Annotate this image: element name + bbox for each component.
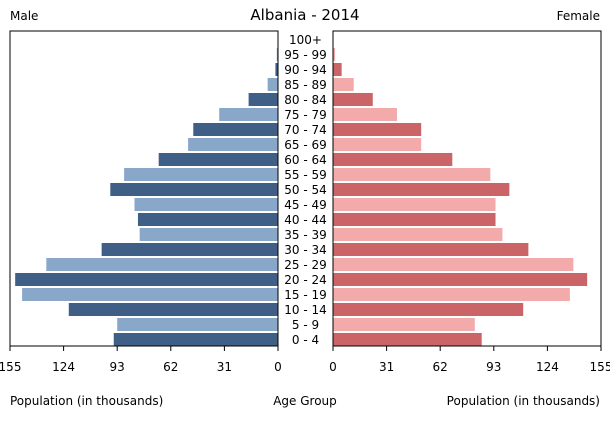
age-group-label: 55 - 59	[284, 168, 327, 182]
male-tick-label: 124	[52, 360, 75, 374]
female-bar	[333, 318, 475, 331]
male-bar	[117, 318, 278, 331]
female-x-axis: 0 31 62 93 124 155	[329, 346, 610, 374]
male-label: Male	[10, 9, 38, 23]
female-bar	[333, 108, 397, 121]
female-axis-title: Population (in thousands)	[447, 394, 600, 408]
age-group-label: 80 - 84	[284, 93, 327, 107]
male-tick-label: 155	[0, 360, 21, 374]
age-group-label: 40 - 44	[284, 213, 327, 227]
female-bar	[333, 213, 496, 226]
female-bar	[333, 78, 354, 91]
female-bar	[333, 288, 570, 301]
female-bar	[333, 228, 503, 241]
female-bar	[333, 303, 524, 316]
male-bar	[275, 63, 278, 76]
age-group-label: 60 - 64	[284, 153, 327, 167]
male-bar	[137, 213, 278, 226]
male-bar	[158, 153, 278, 166]
female-bar	[333, 168, 491, 181]
female-tick-label: 62	[433, 360, 448, 374]
female-tick-label: 0	[329, 360, 337, 374]
age-group-label: 85 - 89	[284, 78, 327, 92]
male-tick-label: 0	[274, 360, 282, 374]
age-group-label: 90 - 94	[284, 63, 327, 77]
male-bar	[276, 48, 278, 61]
age-group-label: 5 - 9	[292, 318, 319, 332]
female-tick-label: 93	[486, 360, 501, 374]
male-plot-frame	[9, 30, 279, 347]
age-group-label: 0 - 4	[292, 333, 319, 347]
female-bar	[333, 93, 373, 106]
female-tick-label: 155	[590, 360, 610, 374]
age-group-label: 100+	[289, 33, 322, 47]
male-bar	[188, 138, 278, 151]
female-bar	[333, 198, 496, 211]
male-bar	[68, 303, 278, 316]
male-tick-label: 31	[217, 360, 232, 374]
female-bar	[333, 48, 336, 61]
female-bar	[333, 258, 574, 271]
male-bar	[101, 243, 279, 256]
age-group-label: 65 - 69	[284, 138, 327, 152]
male-bar	[193, 123, 278, 136]
male-bar	[267, 78, 278, 91]
female-plot-frame	[332, 30, 602, 347]
female-bar	[333, 333, 482, 346]
female-bars	[333, 33, 588, 346]
age-group-label: 45 - 49	[284, 198, 327, 212]
female-bar	[333, 273, 588, 286]
age-group-label: 30 - 34	[284, 243, 327, 257]
age-group-label: 75 - 79	[284, 108, 327, 122]
age-group-label: 70 - 74	[284, 123, 327, 137]
male-bar	[22, 288, 278, 301]
male-bar	[46, 258, 278, 271]
male-bar	[113, 333, 278, 346]
age-group-label: 50 - 54	[284, 183, 327, 197]
male-bar	[124, 168, 279, 181]
female-label: Female	[557, 9, 600, 23]
age-group-label: 20 - 24	[284, 273, 327, 287]
age-group-label: 35 - 39	[284, 228, 327, 242]
age-group-label: 25 - 29	[284, 258, 327, 272]
male-x-axis: 155 124 93 62 31 0	[0, 346, 282, 374]
age-group-label: 10 - 14	[284, 303, 327, 317]
male-bar	[134, 198, 278, 211]
female-bar	[333, 153, 453, 166]
female-bar	[333, 63, 342, 76]
chart-title: Albania - 2014	[250, 6, 359, 24]
male-bar	[219, 108, 278, 121]
male-tick-label: 93	[110, 360, 125, 374]
male-tick-label: 62	[163, 360, 178, 374]
male-axis-title: Population (in thousands)	[10, 394, 163, 408]
male-bar	[110, 183, 278, 196]
female-bar	[333, 243, 529, 256]
female-tick-label: 31	[379, 360, 394, 374]
female-bar	[333, 123, 422, 136]
male-bar	[248, 93, 278, 106]
age-group-title: Age Group	[273, 394, 337, 408]
age-group-label: 95 - 99	[284, 48, 327, 62]
male-bar	[139, 228, 278, 241]
male-bars	[15, 33, 279, 346]
age-group-label: 15 - 19	[284, 288, 327, 302]
female-bar	[333, 138, 422, 151]
female-bar	[333, 183, 510, 196]
male-bar	[15, 273, 278, 286]
female-tick-label: 124	[536, 360, 559, 374]
